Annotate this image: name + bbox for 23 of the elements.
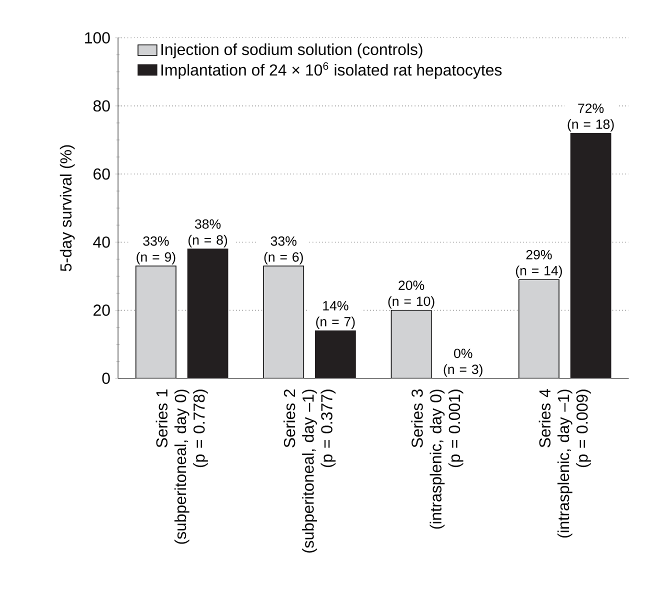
- y-tick-label: 60: [94, 168, 110, 180]
- y-tick-label: 100: [85, 32, 110, 44]
- x-tick-label: Series 4 (intrasplenic, day –1) (p = 0.009): [538, 388, 591, 538]
- data-label: 20% (n = 10): [388, 280, 434, 308]
- data-label: 72% (n = 18): [568, 103, 614, 132]
- data-label: 0% (n = 3): [444, 348, 482, 377]
- y-tick-label: 80: [93, 100, 110, 112]
- x-tick-label: Series 1 (subperitoneal, day 0) (p = 0.778): [156, 389, 208, 544]
- x-tick-label: Series 3 (intrasplenic, day 0) (p = 0.001): [411, 389, 464, 529]
- y-tick-label: 0: [102, 372, 110, 384]
- data-label: 29% (n = 14): [516, 250, 562, 278]
- legend-label: Implantation of 24 × 10$^{6}$ isolated rat hepatocytes: [161, 62, 502, 79]
- y-axis-title: 5-day survival (%): [60, 145, 75, 272]
- data-label: 33% (n = 9): [136, 236, 176, 264]
- bar: [390, 310, 432, 378]
- bar: [518, 278, 560, 378]
- y-tick-label: 40: [93, 236, 110, 248]
- data-label: 14% (n = 7): [316, 300, 355, 329]
- data-label: 33% (n = 6): [264, 236, 303, 264]
- data-label: 38% (n = 8): [188, 219, 228, 248]
- legend-label: Injection of sodium solution (controls): [161, 43, 422, 58]
- y-tick-label: 20: [94, 304, 110, 316]
- x-tick-label: Series 2 (subperitoneal, day –1) (p = 0.377): [283, 389, 336, 552]
